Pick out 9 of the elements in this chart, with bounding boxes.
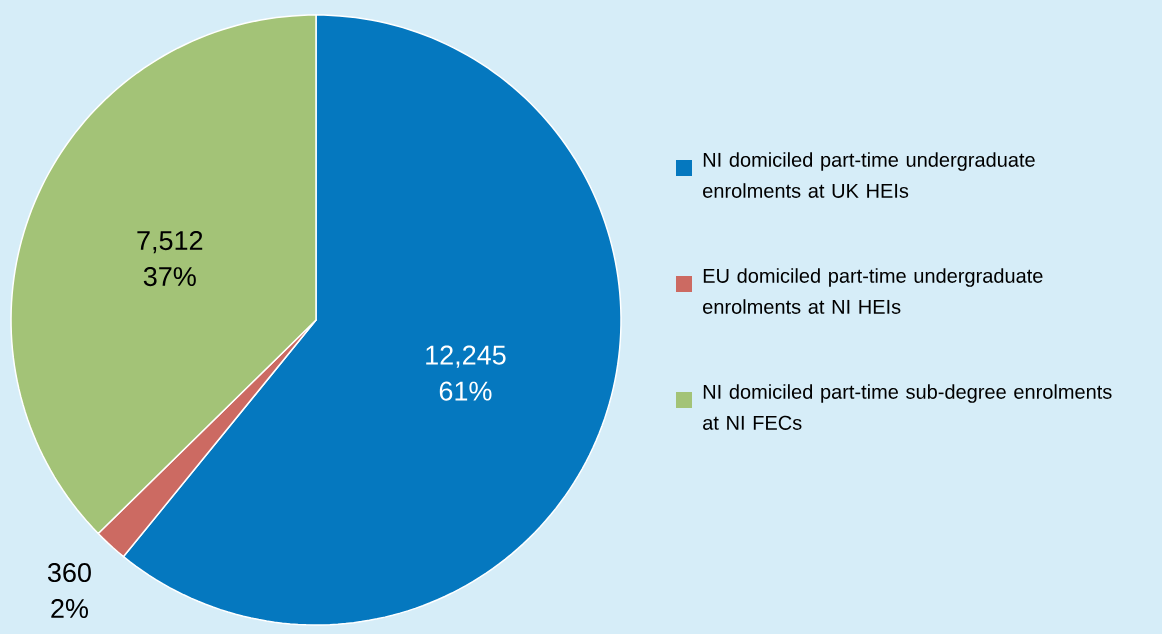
legend-label: NI domiciled part-time sub-degree enrolments at NI FECs <box>703 384 1112 430</box>
data-label: 12,245 <box>426 345 506 368</box>
legend-label: NI domiciled part-time undergraduate enrolments at UK HEIs <box>703 152 1035 198</box>
data-label: 7,512 <box>137 231 203 254</box>
text: 2% <box>51 598 88 618</box>
text: 61% <box>439 381 492 401</box>
legend-label: EU domiciled part-time undergraduate enrolments at NI HEIs <box>703 268 1043 314</box>
data-label: 360 <box>47 562 91 583</box>
text: 37% <box>143 267 196 287</box>
